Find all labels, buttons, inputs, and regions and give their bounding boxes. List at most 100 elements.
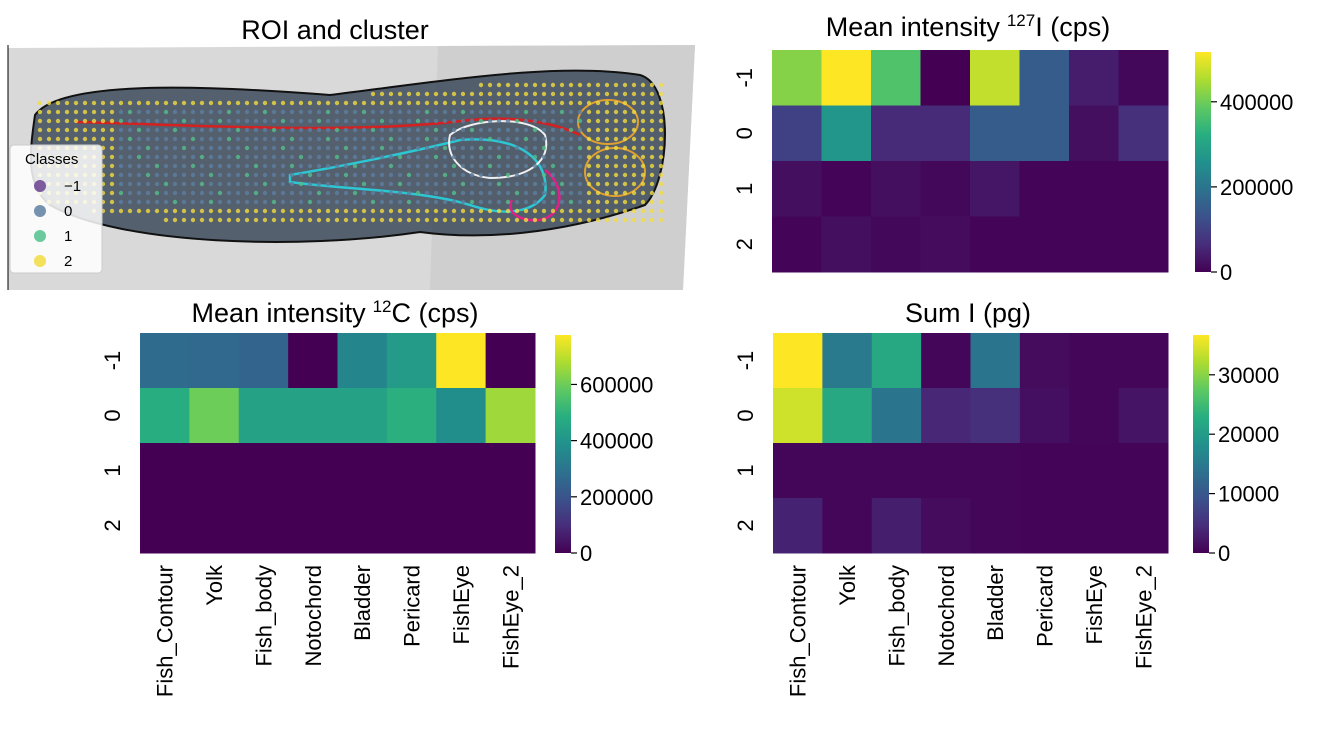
cluster-dot: [397, 217, 403, 223]
cluster-dot: [271, 181, 277, 187]
cluster-dot: [316, 190, 322, 196]
cluster-dot: [370, 172, 376, 178]
cluster-dot: [433, 145, 439, 151]
cluster-dot: [343, 145, 349, 151]
cluster-dot: [451, 172, 457, 178]
cluster-dot: [208, 145, 214, 151]
cluster-dot: [397, 100, 403, 106]
cluster-dot: [325, 199, 331, 205]
cluster-dot: [523, 181, 529, 187]
cluster-dot: [280, 145, 286, 151]
cluster-dot: [577, 181, 583, 187]
cluster-dot: [604, 109, 610, 115]
cluster-dot: [316, 109, 322, 115]
heatmap-cell: [1019, 333, 1070, 389]
cluster-dot: [613, 145, 619, 151]
cluster-dot: [46, 118, 52, 124]
cluster-dot: [622, 109, 628, 115]
cluster-dot: [604, 217, 610, 223]
cluster-dot: [289, 208, 295, 214]
cluster-dot: [604, 208, 610, 214]
cluster-dot: [307, 109, 313, 115]
cluster-dot: [343, 172, 349, 178]
cluster-dot: [172, 208, 178, 214]
cluster-dot: [442, 181, 448, 187]
cluster-dot: [262, 181, 268, 187]
cluster-dot: [199, 181, 205, 187]
cluster-dot: [280, 127, 286, 133]
cluster-dot: [433, 136, 439, 142]
cluster-dot: [406, 217, 412, 223]
cluster-dot: [568, 172, 574, 178]
cluster-dot: [586, 154, 592, 160]
cluster-dot: [298, 208, 304, 214]
heatmap-cell: [1118, 105, 1169, 162]
cluster-dot: [532, 190, 538, 196]
cluster-dot: [154, 172, 160, 178]
cluster-dot: [118, 190, 124, 196]
cluster-dot: [145, 163, 151, 169]
cluster-dot: [604, 190, 610, 196]
cluster-dot: [622, 172, 628, 178]
cluster-dot: [217, 181, 223, 187]
cluster-dot: [145, 145, 151, 151]
cluster-dot: [406, 181, 412, 187]
cluster-dot: [55, 100, 61, 106]
cluster-dot: [532, 127, 538, 133]
cluster-dot: [550, 199, 556, 205]
cluster-dot: [460, 100, 466, 106]
cluster-dot: [550, 190, 556, 196]
colorbar-tick-label: 10000: [1218, 482, 1279, 507]
cluster-dot: [451, 217, 457, 223]
cluster-dot: [118, 127, 124, 133]
cluster-dot: [586, 136, 592, 142]
cluster-dot: [352, 109, 358, 115]
cluster-dot: [379, 181, 385, 187]
legend-marker: [34, 255, 46, 267]
cluster-dot: [541, 208, 547, 214]
cluster-dot: [343, 118, 349, 124]
cluster-dot: [136, 172, 142, 178]
heatmap-cell: [822, 388, 873, 444]
cluster-dot: [127, 172, 133, 178]
cluster-dot: [118, 172, 124, 178]
cluster-dot: [649, 199, 655, 205]
cluster-dot: [505, 109, 511, 115]
cluster-dot: [595, 190, 601, 196]
heatmap-cell: [773, 498, 823, 554]
cluster-dot: [442, 136, 448, 142]
cluster-dot: [505, 199, 511, 205]
cluster-dot: [37, 136, 43, 142]
heatmap-cell: [772, 105, 822, 162]
cluster-dot: [181, 181, 187, 187]
cluster-dot: [658, 136, 664, 142]
cluster-dot: [190, 172, 196, 178]
cluster-dot: [532, 208, 538, 214]
cluster-dot: [541, 118, 547, 124]
cluster-dot: [208, 163, 214, 169]
cluster-dot: [523, 82, 529, 88]
cluster-dot: [559, 100, 565, 106]
cluster-dot: [145, 154, 151, 160]
cluster-dot: [118, 145, 124, 151]
cluster-dot: [190, 163, 196, 169]
heatmap-cell: [337, 498, 388, 554]
cluster-dot: [415, 109, 421, 115]
cluster-dot: [352, 136, 358, 142]
cluster-dot: [127, 109, 133, 115]
cluster-dot: [46, 100, 52, 106]
cluster-dot: [271, 100, 277, 106]
cluster-dot: [658, 217, 664, 223]
cluster-dot: [289, 154, 295, 160]
cluster-dot: [235, 100, 241, 106]
x-tick-label: Fish_Contour: [153, 565, 178, 697]
cluster-dot: [505, 190, 511, 196]
cluster-dot: [334, 136, 340, 142]
colorbar-tick-label: 0: [1220, 260, 1232, 285]
x-tick-label: Fish_body: [884, 565, 909, 667]
cluster-dot: [559, 181, 565, 187]
cluster-dot: [523, 145, 529, 151]
cluster-dot: [460, 217, 466, 223]
cluster-dot: [559, 199, 565, 205]
cluster-dot: [55, 109, 61, 115]
